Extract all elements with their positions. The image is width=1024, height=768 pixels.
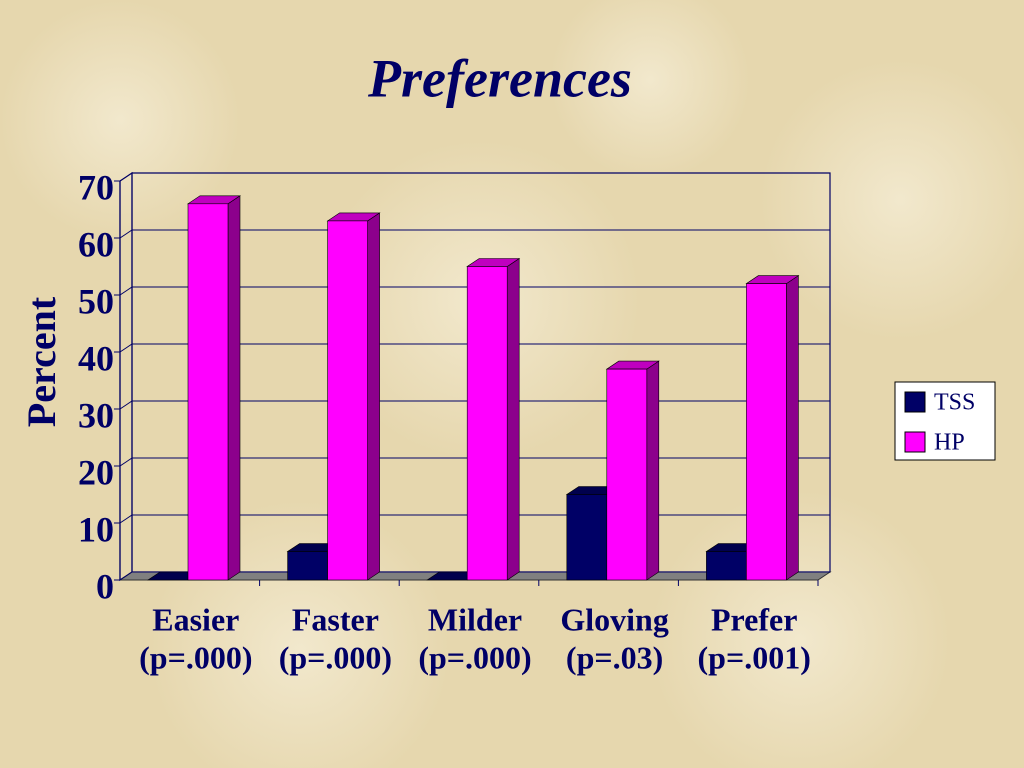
grid-line	[119, 229, 830, 239]
legend-label: HP	[934, 430, 965, 456]
grid-line	[119, 343, 830, 353]
bar	[745, 275, 800, 581]
bar	[605, 360, 660, 581]
y-tick-label: 30	[78, 395, 114, 435]
y-tick-label: 20	[78, 452, 114, 492]
legend: TSS HP	[894, 381, 996, 461]
x-tick-label: Prefer	[711, 601, 797, 637]
bar-front	[566, 494, 608, 581]
legend-label: TSS	[934, 390, 975, 416]
y-tick-label: 0	[96, 566, 114, 606]
bar-side	[367, 212, 380, 581]
x-tick-label: Milder	[428, 601, 522, 637]
grid-line	[119, 172, 830, 182]
bar-side	[646, 360, 660, 581]
y-tick-label: 60	[78, 224, 114, 264]
chart-title: Preferences	[367, 48, 632, 108]
plot-area: 010203040506070Easier(p=.000)Faster(p=.0…	[78, 167, 832, 675]
x-tick-label: Gloving	[560, 601, 668, 637]
y-tick-label: 70	[78, 167, 114, 207]
bar-side	[786, 275, 799, 581]
grid-line	[119, 286, 830, 296]
bar-front	[746, 283, 787, 581]
bar-side	[506, 257, 520, 581]
grid-line	[119, 457, 830, 467]
x-tick-label: (p=.000)	[139, 639, 252, 675]
legend-swatch	[904, 391, 926, 413]
x-tick-label: (p=.000)	[279, 639, 392, 675]
x-tick-label: (p=.001)	[698, 639, 811, 675]
x-tick-label: Faster	[292, 601, 379, 637]
bar	[466, 257, 521, 581]
bar-front	[606, 368, 648, 581]
y-axis-label: Percent	[19, 296, 64, 427]
bar-front	[327, 220, 368, 581]
bar-side	[227, 195, 241, 581]
x-tick-label: (p=.000)	[418, 639, 531, 675]
grid-line	[119, 400, 830, 410]
bar-front	[466, 266, 508, 581]
legend-swatch	[904, 431, 926, 453]
y-tick-label: 40	[78, 338, 114, 378]
x-tick-label: (p=.03)	[566, 639, 663, 675]
bar	[326, 212, 381, 581]
y-tick-label: 50	[78, 281, 114, 321]
y-tick-label: 10	[78, 509, 114, 549]
bar-front	[706, 551, 747, 581]
x-tick-label: Easier	[152, 601, 239, 637]
bar-front	[187, 203, 229, 581]
bar-front	[287, 551, 328, 581]
bar	[187, 195, 241, 581]
